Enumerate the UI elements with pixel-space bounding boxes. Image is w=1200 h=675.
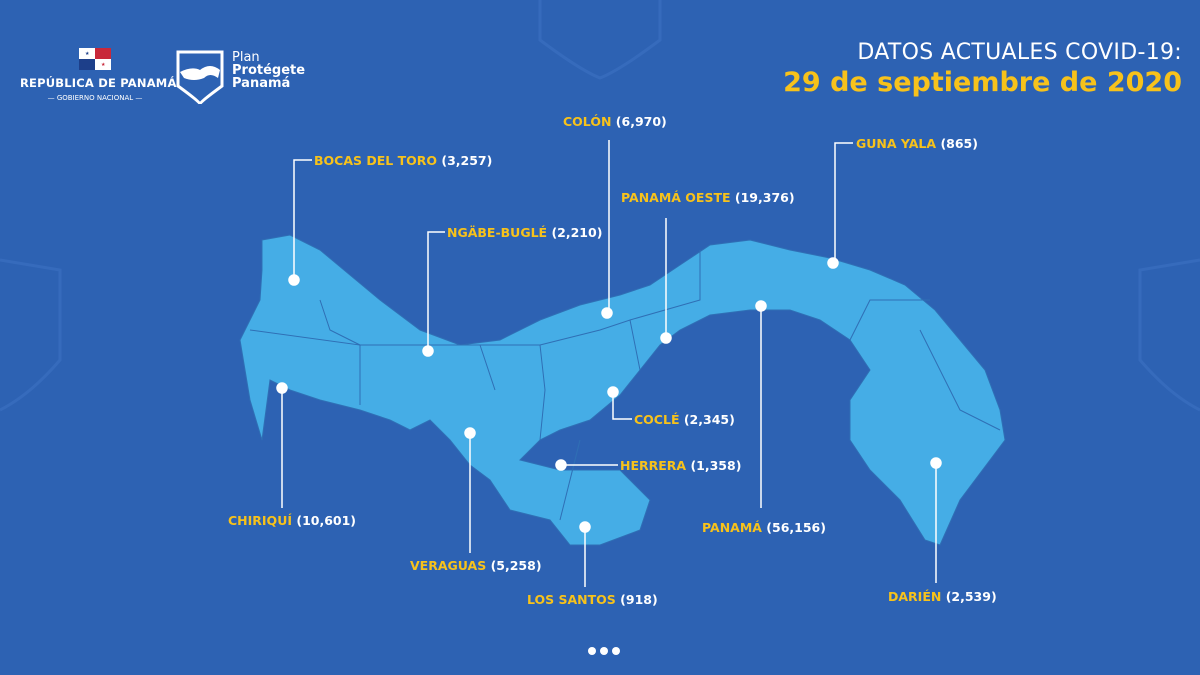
label-veraguas: VERAGUAS (5,258) — [410, 558, 542, 573]
panama-flag-icon: ★ ★ — [79, 48, 111, 70]
leader-lines — [276, 140, 942, 587]
plan-line3: Panamá — [232, 76, 291, 91]
panama-landmass — [239, 234, 1006, 546]
label-ngabe-bugle: NGÄBE-BUGLÉ (2,210) — [447, 225, 603, 240]
pin-bocas-del-toro — [288, 274, 300, 286]
pin-herrera — [555, 459, 567, 471]
government-subtitle: — GOBIERNO NACIONAL — — [47, 94, 143, 102]
label-guna-yala: GUNA YALA (865) — [856, 136, 978, 151]
carousel-pagination[interactable] — [588, 647, 620, 655]
label-panama: PANAMÁ (56,156) — [702, 520, 826, 535]
government-logo: ★ ★ REPÚBLICA DE PANAMÁ — GOBIERNO NACIO… — [20, 48, 177, 102]
pin-veraguas — [464, 427, 476, 439]
label-cocle: COCLÉ (2,345) — [634, 412, 735, 427]
page-dot[interactable] — [600, 647, 608, 655]
pin-panama-oeste — [660, 332, 672, 344]
pin-ngabe-bugle — [422, 345, 434, 357]
pin-panama — [755, 300, 767, 312]
label-chiriqui: CHIRIQUÍ (10,601) — [228, 513, 357, 528]
pin-guna-yala — [827, 257, 839, 269]
pin-chiriqui — [276, 382, 288, 394]
pin-los-santos — [579, 521, 591, 533]
page-title: DATOS ACTUALES COVID-19: — [857, 40, 1182, 65]
label-herrera: HERRERA (1,358) — [620, 458, 742, 473]
label-bocas-del-toro: BOCAS DEL TORO (3,257) — [314, 153, 493, 168]
plan-protegete-logo: Plan Protégete Panamá — [174, 46, 314, 106]
pin-colon — [601, 307, 613, 319]
label-los-santos: LOS SANTOS (918) — [527, 592, 658, 607]
pin-darien — [930, 457, 942, 469]
province-borders — [249, 250, 1001, 521]
page-dot[interactable] — [588, 647, 596, 655]
label-panama-oeste: PANAMÁ OESTE (19,376) — [621, 190, 795, 205]
plan-line1: Plan — [232, 50, 260, 65]
report-date: 29 de septiembre de 2020 — [783, 67, 1182, 98]
header-title-block: DATOS ACTUALES COVID-19: 29 de septiembr… — [783, 40, 1182, 98]
label-colon: COLÓN (6,970) — [563, 114, 667, 129]
government-title: REPÚBLICA DE PANAMÁ — [20, 76, 177, 90]
label-darien: DARIÉN (2,539) — [888, 589, 997, 604]
background-shield-watermarks — [0, 0, 1200, 410]
shield-icon — [176, 50, 224, 105]
plan-line2: Protégete — [232, 63, 306, 78]
pin-cocle — [607, 386, 619, 398]
page-dot[interactable] — [612, 647, 620, 655]
